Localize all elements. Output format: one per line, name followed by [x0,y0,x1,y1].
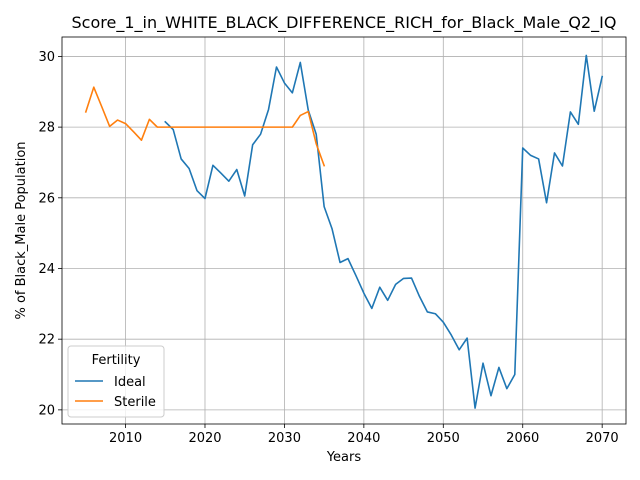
y-tick-label: 26 [38,191,55,206]
y-tick-label: 24 [38,262,55,277]
x-axis-label: Years [326,450,362,465]
x-tick-label: 2030 [268,431,301,446]
legend-label-ideal: Ideal [114,375,146,390]
x-tick-label: 2050 [427,431,460,446]
chart-title: Score_1_in_WHITE_BLACK_DIFFERENCE_RICH_f… [72,13,617,33]
y-tick-label: 30 [38,50,55,65]
y-tick-label: 28 [38,121,55,136]
x-tick-label: 2040 [347,431,380,446]
x-tick-label: 2010 [109,431,142,446]
x-tick-label: 2060 [506,431,539,446]
legend-title: Fertility [92,353,141,368]
y-axis-label: % of Black_Male Population [14,141,29,319]
x-tick-label: 2020 [188,431,221,446]
x-tick-label: 2070 [586,431,619,446]
y-tick-label: 20 [38,403,55,418]
legend: Fertility Ideal Sterile [68,346,164,417]
y-tick-label: 22 [38,333,55,348]
legend-label-sterile: Sterile [114,395,156,410]
